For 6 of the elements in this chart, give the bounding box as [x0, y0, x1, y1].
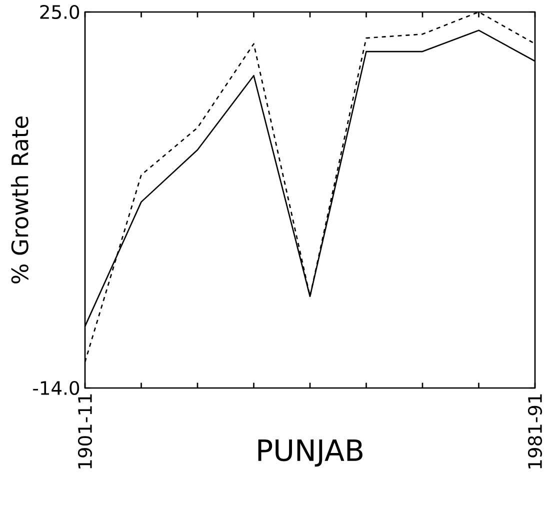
x-tick-label: 1981-91 — [528, 394, 542, 468]
y-tick-label: 25.0 — [40, 4, 80, 20]
y-axis-title: % Growth Rate — [10, 116, 28, 284]
y-tick-label: -14.0 — [33, 380, 80, 396]
x-axis-title: PUNJAB — [258, 440, 362, 467]
x-tick-label: 1901-11 — [78, 394, 92, 468]
